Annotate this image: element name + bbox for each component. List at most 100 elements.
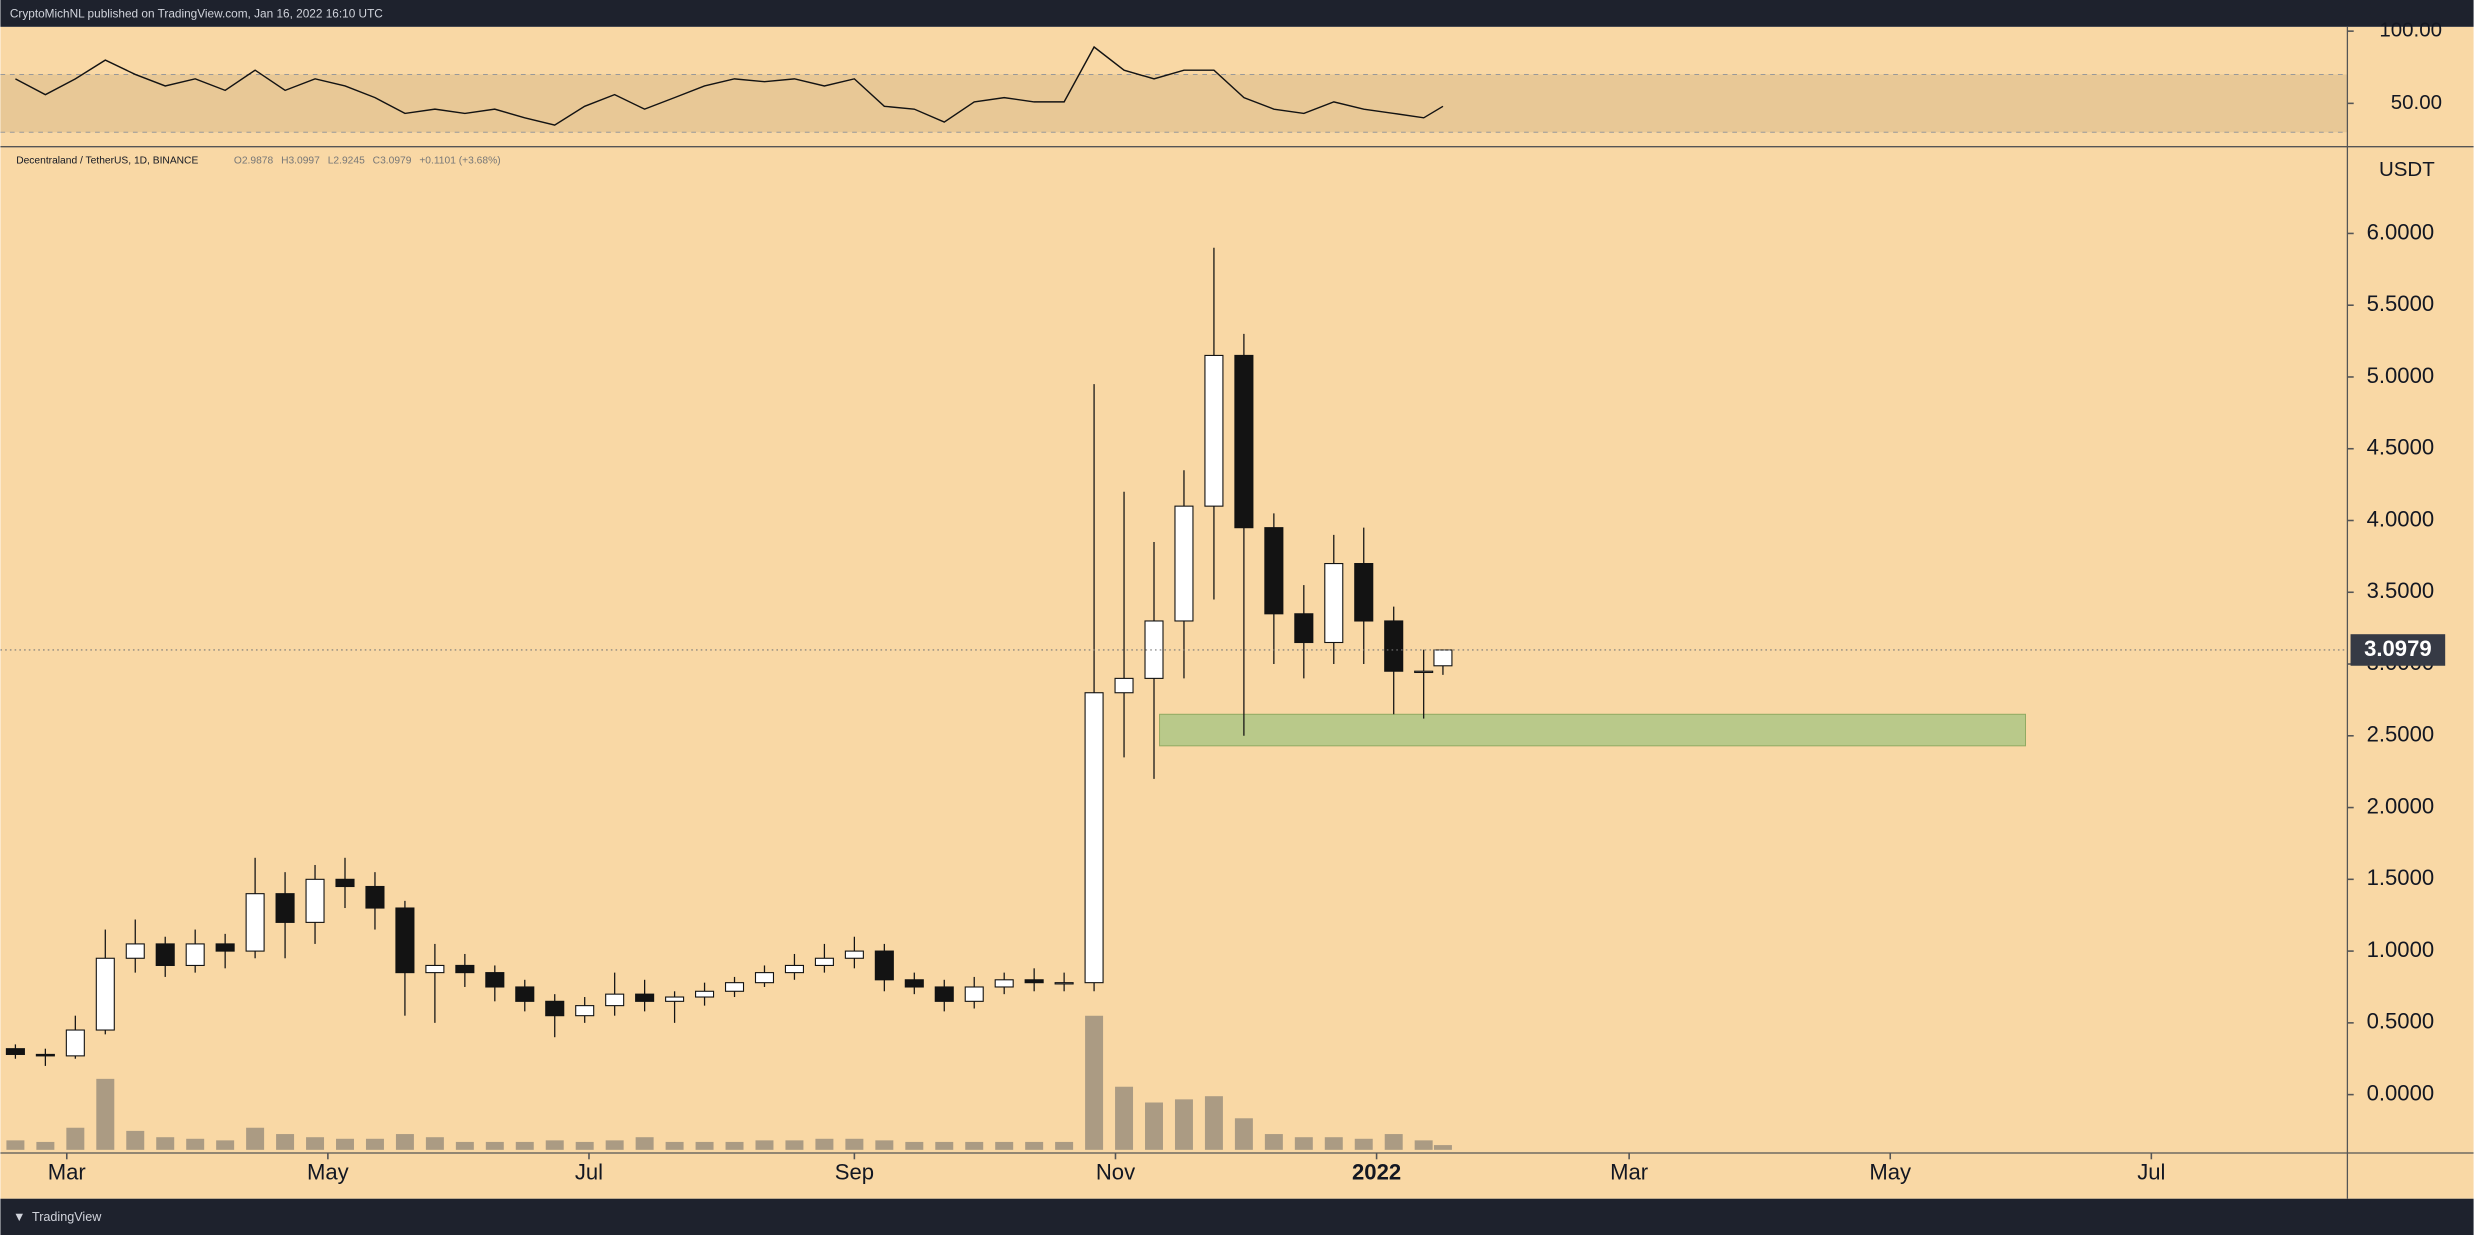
candle-body: [455, 964, 475, 974]
volume-bar: [635, 1137, 654, 1150]
candle-body: [665, 996, 685, 1002]
volume-bar: [1174, 1099, 1193, 1150]
x-tick-label: May: [1869, 1159, 1911, 1184]
candle-body: [874, 950, 894, 981]
volume-bar: [515, 1141, 534, 1150]
volume-bar: [216, 1140, 235, 1150]
candle-body: [35, 1053, 55, 1057]
volume-bar: [725, 1141, 744, 1150]
change: +0.1101 (+3.68%): [419, 156, 500, 167]
x-tick-label: Sep: [835, 1159, 874, 1184]
volume-bar: [96, 1078, 115, 1150]
rsi-line: [15, 45, 1444, 126]
volume-bar: [1145, 1102, 1163, 1150]
volume-bar: [306, 1137, 325, 1150]
volume-bar: [845, 1138, 864, 1150]
volume-bar: [875, 1140, 894, 1150]
candle-body: [395, 907, 415, 974]
last-price-label: 3.0979: [2364, 636, 2432, 661]
candle-body: [485, 972, 505, 988]
ohlc-value: O2.9878: [234, 156, 274, 167]
x-tick-label: Jul: [575, 1159, 603, 1184]
volume-bar: [965, 1141, 984, 1150]
candle-body: [1294, 613, 1314, 644]
y-tick-label: 2.0000: [2367, 793, 2435, 818]
candle-body: [1054, 982, 1074, 985]
candle-body: [425, 964, 445, 974]
volume-bar: [1354, 1138, 1373, 1150]
volume-bar: [905, 1141, 924, 1150]
candle-body: [904, 979, 924, 988]
x-tick-label: Jul: [2137, 1159, 2165, 1184]
volume-bar: [276, 1134, 295, 1150]
candle-body: [125, 943, 145, 959]
candle-body: [1324, 563, 1344, 644]
volume-bar: [935, 1141, 954, 1150]
volume-bar: [665, 1141, 684, 1150]
publisher: CryptoMichNL published on TradingView.co…: [10, 6, 383, 20]
brand: TradingView: [32, 1210, 102, 1224]
candle-body: [784, 964, 804, 974]
candle-body: [1433, 649, 1453, 667]
candle-body: [95, 957, 115, 1031]
candle-body: [724, 982, 745, 992]
candle-body: [275, 893, 295, 923]
candle-body: [1084, 692, 1104, 984]
volume-bar: [755, 1140, 774, 1150]
candle-body: [934, 986, 954, 1002]
volume-bar: [66, 1127, 85, 1150]
candle-body: [185, 943, 205, 966]
volume-bar: [485, 1141, 504, 1150]
volume-bar: [1055, 1141, 1074, 1150]
y-tick-label: 1.5000: [2367, 865, 2435, 890]
x-tick-label: Nov: [1096, 1159, 1135, 1184]
x-tick-label: 2022: [1352, 1159, 1401, 1184]
volume-bar: [545, 1140, 564, 1150]
candle-body: [635, 993, 655, 1002]
candle-body: [305, 878, 325, 923]
volume-bar: [1264, 1134, 1283, 1150]
volume-bar: [156, 1137, 175, 1150]
volume-bar: [695, 1141, 714, 1150]
x-tick-label: May: [307, 1159, 349, 1184]
symbol: Decentraland / TetherUS, 1D, BINANCE: [16, 156, 198, 167]
volume-bar: [36, 1141, 55, 1150]
volume-bar: [785, 1140, 804, 1150]
y-tick-label: 2.5000: [2367, 722, 2435, 747]
candle-body: [1354, 563, 1374, 622]
volume-bar: [995, 1141, 1014, 1150]
volume-bar: [1025, 1141, 1044, 1150]
candle-body: [365, 885, 385, 909]
candle-body: [1234, 354, 1254, 529]
volume-bar: [1414, 1140, 1433, 1150]
candle-body: [155, 943, 175, 966]
volume-bar: [336, 1138, 354, 1150]
rsi-tick-label: 100.00: [2379, 19, 2442, 42]
candle-body: [215, 943, 235, 952]
ohlc-value: C3.0979: [373, 156, 412, 167]
support-zone: [1159, 713, 2026, 747]
volume-bar: [1384, 1134, 1403, 1150]
volume-bar: [1294, 1137, 1313, 1150]
x-tick-label: Mar: [48, 1159, 86, 1184]
rsi-tick-label: 50.00: [2391, 91, 2442, 114]
volume-bar: [365, 1138, 384, 1150]
volume-bar: [1085, 1015, 1104, 1150]
candle-body: [844, 950, 864, 959]
volume-bar: [605, 1140, 624, 1150]
logo-mark: ▼: [13, 1210, 25, 1224]
candle-body: [65, 1029, 85, 1057]
ohlc-value: L2.9245: [328, 156, 365, 167]
y-tick-label: 4.5000: [2367, 435, 2435, 460]
candle-body: [1144, 620, 1164, 679]
volume-bar: [1433, 1145, 1452, 1150]
candle-body: [754, 972, 775, 984]
candle-body: [575, 1005, 595, 1017]
volume-bar: [455, 1141, 474, 1150]
volume-bar: [246, 1127, 265, 1150]
volume-bar: [1115, 1086, 1134, 1150]
volume-bar: [1324, 1137, 1343, 1150]
currency: USDT: [2379, 158, 2435, 181]
